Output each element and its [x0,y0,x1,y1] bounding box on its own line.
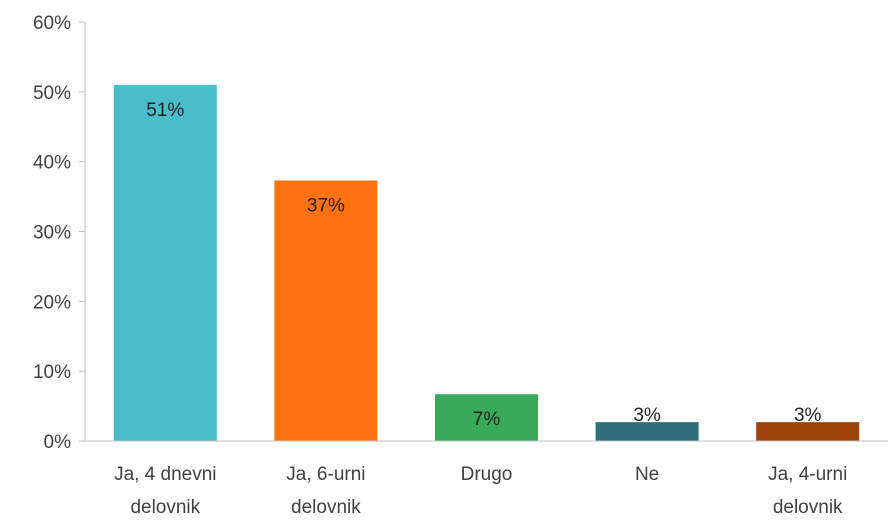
category-label: delovnik [291,497,361,518]
bar [595,422,699,441]
data-label: 3% [633,405,661,426]
data-label: 7% [473,409,501,430]
bars: 51% 37% 7% 3% 3% [113,84,860,441]
category-label: delovnik [130,497,200,518]
category-label: delovnik [773,497,843,518]
y-tick-label: 10% [33,362,71,383]
category-label: Ja, 6-urni [286,464,365,485]
category-label: Ja, 4-urni [768,464,847,485]
data-label: 37% [307,196,345,217]
y-tick-label: 0% [44,432,72,453]
category-label: Drugo [461,464,513,485]
y-tick-label: 60% [33,13,71,34]
y-tick-label: 30% [33,223,71,244]
bar [435,394,538,441]
y-tick-label: 50% [33,83,71,104]
bar [274,180,378,441]
data-label: 51% [146,100,184,121]
bar [113,84,217,441]
category-label: Ja, 4 dnevni [114,464,216,485]
y-axis: 0% 10% 20% 30% 40% 50% 60% [33,13,86,453]
x-axis: Ja, 4 dnevni delovnik Ja, 6-urni delovnik Dr… [85,440,888,518]
y-tick-label: 40% [33,153,71,174]
data-label: 3% [794,405,822,426]
y-tick-label: 20% [33,292,71,313]
category-label: Ne [635,464,659,485]
bar [756,422,860,441]
